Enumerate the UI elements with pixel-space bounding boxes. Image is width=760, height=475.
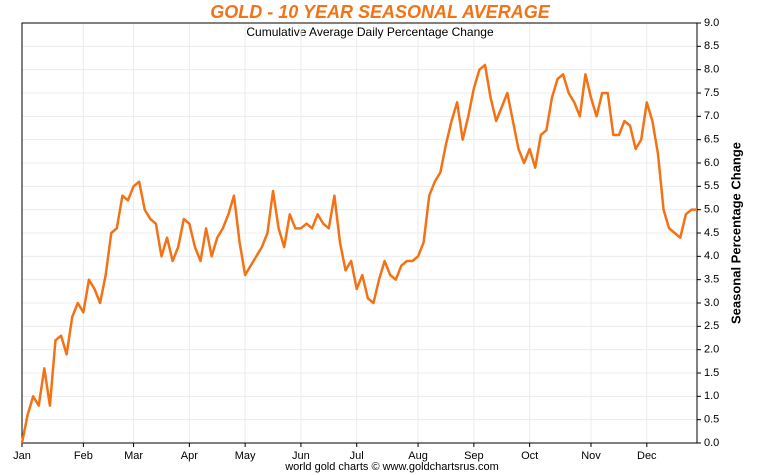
y-tick-label: 0.5 (704, 414, 719, 426)
y-tick-label: 3.0 (704, 297, 719, 309)
y-tick-label: 3.5 (704, 274, 719, 286)
source-note: world gold charts © www.goldchartsrus.co… (284, 461, 499, 473)
y-tick-label: 2.5 (704, 320, 719, 332)
x-tick-label: Mar (124, 450, 143, 462)
y-axis-label: Seasonal Percentage Change (728, 142, 743, 324)
x-tick-label: Jun (292, 450, 310, 462)
chart-subtitle: Cumulative Average Daily Percentage Chan… (246, 25, 494, 39)
x-tick-label: Nov (581, 450, 601, 462)
y-tick-label: 4.5 (704, 227, 719, 239)
y-tick-label: 8.0 (704, 64, 719, 76)
x-tick-label: Jan (13, 450, 31, 462)
x-tick-label: Apr (181, 450, 198, 462)
x-tick-label: Jul (350, 450, 364, 462)
y-tick-label: 1.0 (704, 390, 719, 402)
y-tick-label: 8.5 (704, 40, 719, 52)
y-tick-label: 4.0 (704, 250, 719, 262)
y-tick-label: 7.5 (704, 87, 719, 99)
x-tick-label: Dec (637, 450, 657, 462)
y-tick-label: 5.0 (704, 204, 719, 216)
data-line (20, 63, 697, 444)
x-tick-label: Sep (464, 450, 484, 462)
x-tick-label: Aug (408, 450, 428, 462)
x-tick-label: Feb (74, 450, 93, 462)
x-tick-label: Oct (521, 450, 538, 462)
x-tick-label: May (235, 450, 256, 462)
y-tick-label: 5.5 (704, 180, 719, 192)
y-tick-label: 6.5 (704, 134, 719, 146)
y-tick-label: 1.5 (704, 367, 719, 379)
y-tick-label: 7.0 (704, 110, 719, 122)
y-tick-label: 2.0 (704, 344, 719, 356)
y-tick-label: 9.0 (704, 17, 719, 29)
y-tick-label: 6.0 (704, 157, 719, 169)
y-tick-label: 0.0 (704, 437, 719, 449)
chart-title: GOLD - 10 YEAR SEASONAL AVERAGE (210, 2, 550, 22)
plot-frame (21, 22, 698, 444)
